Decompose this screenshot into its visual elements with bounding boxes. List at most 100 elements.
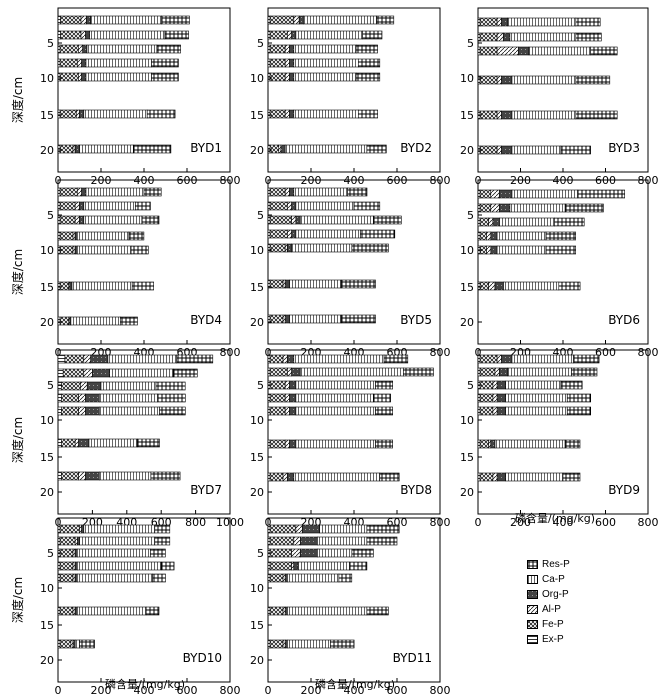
bar-segment — [291, 243, 353, 253]
bar-segment — [490, 189, 500, 199]
y-tick-label: 10 — [40, 582, 54, 595]
bar-segment — [496, 406, 506, 416]
bar-segment — [376, 15, 395, 25]
bar-segment — [575, 110, 618, 120]
bar-segment — [79, 524, 82, 534]
bar-segment — [293, 354, 385, 364]
bar-segment — [267, 367, 271, 377]
bar-segment — [57, 58, 61, 68]
bar-segment — [479, 110, 498, 120]
bar-segment — [564, 203, 604, 213]
x-tick-label: 200 — [510, 516, 531, 529]
ylabel-row3: 深度/cm — [10, 417, 25, 463]
y-tick-label: 20 — [40, 486, 54, 499]
bar-segment — [293, 15, 300, 25]
bar-segment — [284, 187, 290, 197]
bar-segment — [284, 72, 290, 82]
bar-segment — [295, 524, 303, 534]
bar-segment — [511, 189, 579, 199]
bar-segment — [287, 367, 292, 377]
panel-byd9: 0 200 400 600 800 5 10 15 20 BYD9 — [460, 349, 659, 529]
bar-segment — [61, 438, 76, 448]
panel-title: BYD3 — [608, 141, 640, 155]
bar-segment — [267, 201, 271, 211]
bar-segment — [72, 639, 76, 649]
bar-segment — [135, 201, 151, 211]
bar-segment — [267, 606, 271, 616]
bar-segment — [282, 354, 288, 364]
bar-segment — [85, 393, 100, 403]
bar-segment — [492, 472, 498, 482]
bar-segment — [287, 606, 368, 616]
bar-segment — [511, 75, 577, 85]
y-tick-label: 5 — [467, 37, 474, 50]
bar-segment — [287, 243, 292, 253]
bar-segment — [154, 524, 171, 534]
bar-segment — [269, 573, 284, 583]
bar-segment — [477, 231, 481, 241]
bar-segment — [74, 561, 78, 571]
bar-segment — [490, 203, 500, 213]
bar-segment — [130, 245, 149, 255]
panel-title: BYD10 — [183, 651, 222, 665]
bar-segment — [477, 217, 481, 227]
y-tick-label: 5 — [257, 547, 264, 560]
bar-segment — [57, 44, 61, 54]
legend-label: Ca-P — [542, 574, 565, 585]
bar-segment — [77, 231, 130, 241]
bar-segment — [86, 44, 158, 54]
bar-segment — [80, 381, 88, 391]
bar-segment — [77, 561, 162, 571]
x-tick-label: 600 — [595, 346, 616, 359]
bar-segment — [590, 46, 618, 56]
bar-segment — [479, 217, 489, 227]
x-tick-label: 200 — [91, 684, 112, 695]
y-tick-label: 20 — [250, 144, 264, 157]
bar-segment — [57, 354, 66, 364]
y-tick-label: 15 — [250, 451, 264, 464]
panel-title: BYD6 — [608, 313, 640, 327]
bar-segment — [99, 393, 159, 403]
bar-segment — [78, 72, 82, 82]
bar-segment — [70, 639, 74, 649]
bar-segment — [287, 573, 340, 583]
bar-segment — [62, 368, 85, 378]
bar-segment — [490, 231, 498, 241]
bar-segment — [295, 30, 363, 40]
bar-segment — [151, 58, 179, 68]
bar-segment — [59, 606, 74, 616]
y-tick-label: 5 — [47, 547, 54, 560]
bar-segment — [498, 203, 511, 213]
bar-segment — [293, 44, 357, 54]
bar-segment — [269, 44, 286, 54]
bar-segment — [80, 15, 87, 25]
bar-segment — [357, 58, 381, 68]
bar-segment — [492, 217, 500, 227]
bar-segment — [566, 406, 591, 416]
bar-segment — [571, 367, 598, 377]
bar-segment — [57, 524, 61, 534]
bar-segment — [518, 46, 530, 56]
bar-segment — [295, 406, 376, 416]
bar-segment — [353, 201, 381, 211]
bar-segment — [496, 75, 502, 85]
bar-segment — [284, 606, 288, 616]
bar-segment — [59, 524, 80, 534]
bar-segment — [77, 245, 132, 255]
y-tick-label: 10 — [250, 72, 264, 85]
bar-segment — [269, 109, 286, 119]
legend-item: Ex-P — [527, 632, 637, 647]
bar-segment — [545, 231, 577, 241]
bar-segment — [78, 406, 86, 416]
bar-segment — [267, 72, 271, 82]
legend-swatch — [527, 590, 538, 599]
bar-segment — [74, 215, 80, 225]
bar-segment — [562, 472, 581, 482]
bar-segment — [269, 639, 284, 649]
bar-segment — [57, 536, 61, 546]
y-tick-label: 10 — [250, 244, 264, 257]
legend-item: Res-P — [527, 557, 637, 572]
xlabel-col2: 磷含量/(mg/kg) — [315, 677, 395, 691]
